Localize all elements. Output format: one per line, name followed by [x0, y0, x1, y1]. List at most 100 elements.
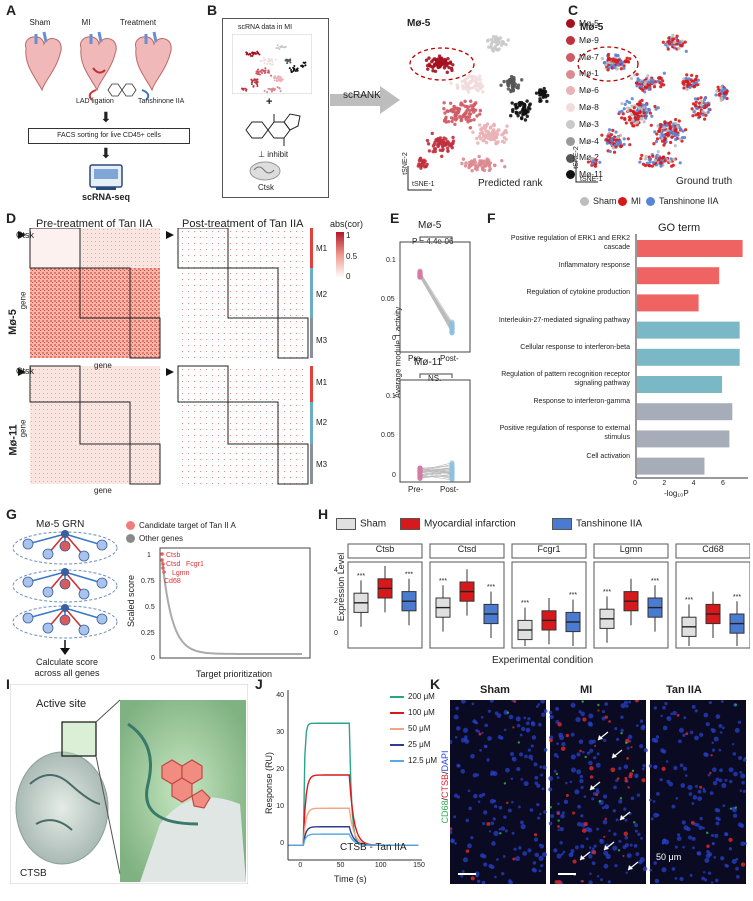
red-arrow-icon: [88, 89, 97, 101]
active-site-label: Active site: [36, 698, 87, 710]
cluster-mo5-label: Mø-5: [407, 18, 431, 29]
legend-label: Mø-9: [579, 34, 599, 45]
go-xtick: 6: [721, 480, 725, 487]
gene-axis-label-4: gene: [94, 486, 112, 495]
heart-icon-mi: [80, 31, 117, 92]
scrank-arrow: [330, 86, 400, 114]
legend-item-2: Mø-7: [566, 52, 599, 62]
j-caption: CTSB - Tan IIA: [340, 842, 407, 853]
legend-item-4: Mø-6: [566, 85, 599, 96]
e-bottom-title: Mø-11: [414, 357, 443, 368]
svg-text:***: ***: [521, 600, 529, 607]
expression-boxplots: *** *** *** *** *** *** *** *** *** ***: [347, 543, 750, 649]
legend-dot-icon: [566, 69, 575, 79]
go-bar: [637, 348, 740, 366]
tanshinone-label: Tanshinone IIA: [138, 98, 185, 105]
go-xtick: 4: [691, 480, 696, 487]
j-legend-item: 100 μM: [390, 708, 435, 717]
j-y-ticks: 0 10 20 30 40: [264, 684, 284, 882]
predicted-rank-label: Predicted rank: [478, 178, 543, 189]
go-term-label: Cell activation: [586, 452, 630, 460]
e-xtick-pre: Pre-: [408, 485, 424, 494]
k-col-sham: Sham: [480, 684, 510, 696]
panel-label-b: B: [207, 2, 218, 18]
legend-label: Mø-6: [579, 85, 599, 96]
ctsk-label: Ctsk: [258, 183, 274, 192]
legend-label: Mø-11: [579, 169, 603, 180]
heatmap-mo11-pre: [29, 365, 161, 485]
tsne1-axis-label: tSNE-1: [412, 181, 435, 188]
svg-text:***: ***: [651, 578, 659, 585]
go-bar: [637, 403, 733, 421]
go-xtick: 2: [662, 480, 667, 487]
j-xtick: 100: [374, 862, 387, 869]
h-ytick-2: 2: [334, 598, 338, 605]
svg-text:***: ***: [405, 571, 413, 578]
legend-label: Tanshinone IIA: [576, 518, 643, 530]
k-scale-bar-label: 50 μm: [656, 852, 682, 862]
ground-truth-label: Ground truth: [676, 176, 733, 187]
legend-item-7: Mø-4: [566, 136, 599, 146]
legend-swatch-icon: [400, 518, 420, 530]
legend-line-icon: [390, 727, 404, 730]
module-m3-top: M3: [316, 336, 328, 345]
legend-item-c-2: Tanshinone IIA: [646, 196, 719, 207]
spr-sensorgram: [287, 690, 422, 861]
down-arrow-icon-2: ⬇: [100, 145, 112, 161]
go-xtick: 0: [633, 480, 637, 487]
e-bottom-ytick-005: 0.05: [381, 432, 395, 439]
j-xtick: 150: [413, 862, 425, 869]
heatmap-mo5-post: [177, 228, 313, 359]
post-treatment-title: Post-treatment of Tan IIA: [182, 218, 304, 230]
go-bar: [637, 267, 720, 285]
j-ytick: 20: [276, 766, 284, 774]
legend-other: Other genes: [126, 534, 183, 544]
e-bottom-ns: NS.: [428, 374, 442, 383]
correlation-heatmaps: [18, 228, 344, 485]
ctsk-marker-bottom: Ctsk: [16, 366, 34, 376]
svg-text:***: ***: [685, 597, 693, 604]
ground-truth-tsne: [575, 33, 729, 183]
predicted-rank-tsne: [407, 35, 550, 191]
e-top-ytick-0: 0: [392, 335, 396, 342]
immunofluorescence-images: [450, 700, 747, 884]
go-term-label: Positive regulation of response to exter…: [499, 425, 630, 442]
legend-swatch-icon: [552, 518, 572, 530]
legend-target-label: Candidate target of Tan II A: [139, 521, 236, 530]
h-xlabel: Experimental condition: [492, 655, 594, 666]
k-side-label: CD68/CTSB/DAPI: [440, 750, 450, 824]
panel-label-e: E: [390, 210, 400, 226]
go-term-label: Response to interferon-gamma: [533, 398, 631, 406]
molecule-icon: [107, 83, 137, 97]
go-bar: [637, 321, 740, 339]
k-label-ctsb: CTSB: [440, 774, 450, 799]
sequencer-icon: [89, 164, 123, 190]
heart-icon-sham: [25, 31, 62, 92]
j-legend-item: 12.5 μM: [390, 756, 437, 765]
legend-label: Sham: [360, 518, 387, 530]
legend-dot-icon: [646, 197, 655, 207]
legend-line-icon: [390, 711, 404, 714]
go-bar-chart: [635, 234, 748, 479]
j-legend-item: 25 μM: [390, 740, 430, 749]
e-top-title: Mø-5: [418, 220, 442, 231]
legend-label: Mø-3: [579, 118, 599, 129]
legend-label: Mø-1: [579, 68, 599, 79]
blue-arrow-icon: [141, 89, 150, 101]
k-label-cd68: CD68: [440, 800, 450, 824]
legend-target: Candidate target of Tan II A: [126, 521, 236, 531]
panel-label-i: I: [6, 676, 10, 692]
mini-tsne-thumbnail: [232, 34, 312, 94]
grn-title: Mø-5 GRN: [36, 519, 85, 530]
svg-text:***: ***: [439, 578, 447, 585]
legend-dot-icon: [566, 153, 575, 163]
legend-item-6: Mø-3: [566, 118, 599, 130]
tsne2-axis-label-c: tSNE-2: [572, 146, 580, 169]
e-bottom-ytick-01: 0.1: [386, 393, 396, 400]
rank-legend: Mø-5 Mø-9 Mø-7 Mø-1 Mø-6 Mø-8 Mø-3 Mø-4 Mø-2 Mø-1…: [566, 18, 626, 208]
legend-item-c-1: MI: [618, 196, 641, 207]
target-dot-icon: [126, 521, 135, 531]
pre-treatment-title: Pre-treatment of Tan IIA: [36, 218, 153, 230]
legend-label: 100 μM: [408, 708, 435, 717]
legend-dot-icon: [566, 86, 575, 96]
